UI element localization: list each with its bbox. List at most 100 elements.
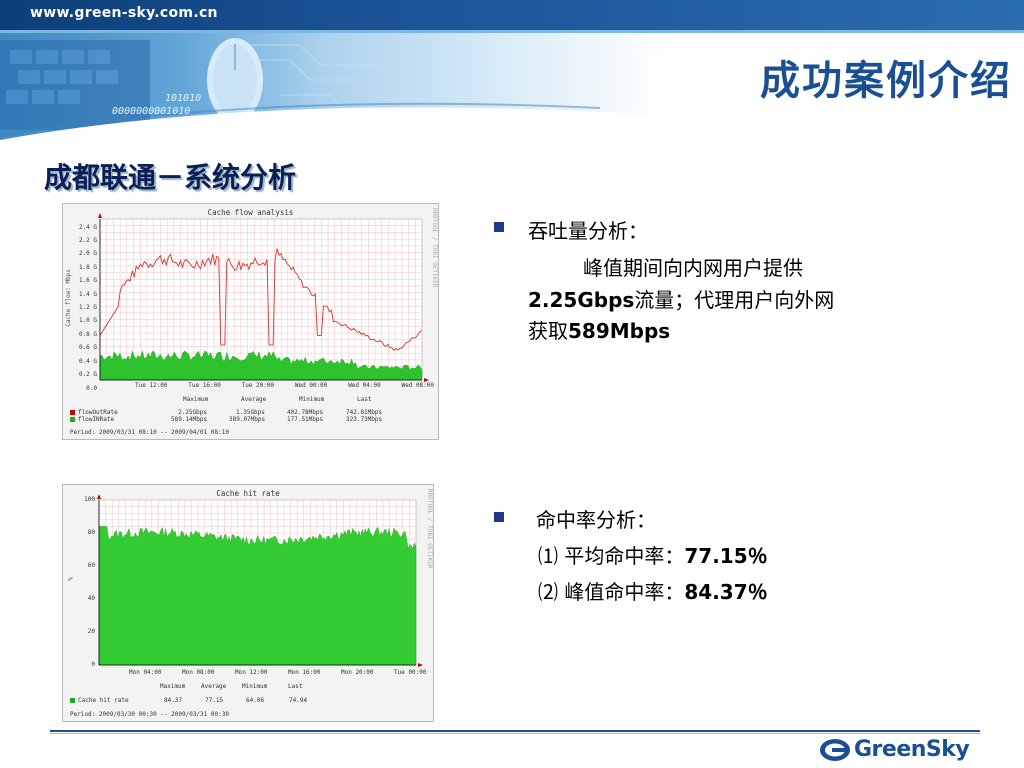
stat-value: 589.14Mbps — [171, 416, 208, 423]
footer-divider — [50, 730, 980, 732]
x-tick-label: Tue 20:00 — [241, 382, 275, 389]
legend-label: flowINRate — [78, 416, 115, 423]
stat-value: 74.94 — [289, 697, 308, 704]
y-tick-label: 1.4 G — [78, 290, 97, 298]
y-tick-label: 1.2 G — [78, 304, 97, 311]
decorative-digits: 101010 — [165, 93, 202, 104]
stats-header-last: Last — [288, 683, 303, 690]
stat-value: 84.37 — [164, 697, 183, 704]
stats-header-minimum: Minimum — [242, 683, 268, 690]
throughput-line-3: 获取589Mbps — [528, 315, 670, 344]
y-axis-label: Cache flow: Mbps — [65, 269, 72, 327]
stat-value: 1.35Gbps — [236, 409, 265, 416]
banner-decoration — [0, 38, 1024, 140]
y-tick-label: 1.6 G — [78, 277, 97, 285]
y-tick-label: 100 — [84, 496, 95, 503]
banner-strip-line — [0, 30, 1024, 33]
stat-value: 177.51Mbps — [287, 416, 324, 423]
greensky-logo-icon — [820, 739, 850, 761]
section-heading: 成都联通－系统分析 — [44, 161, 297, 194]
average-hit-rate-value: 77.15％ — [684, 544, 768, 568]
graph-title: Cache hit rate — [216, 489, 280, 498]
legend-swatch-flowin — [70, 417, 75, 422]
stats-header-average: Average — [241, 396, 267, 403]
average-hit-rate-label: ⑴ 平均命中率： — [538, 544, 685, 568]
average-hit-rate: ⑴ 平均命中率：77.15％ — [538, 540, 768, 569]
greensky-logo: GreenSky — [818, 736, 978, 764]
y-tick-label: 40 — [87, 595, 95, 602]
stats-header-maximum: Maximum — [183, 396, 209, 403]
y-tick-label: 2.2 G — [78, 236, 97, 244]
legend-swatch-flowout — [70, 410, 75, 415]
throughput-line-3-text: 获取 — [528, 319, 568, 343]
x-tick-label: Mon 16:00 — [288, 669, 321, 676]
x-tick-label: Mon 08:00 — [182, 669, 215, 676]
x-tick-label: Wed 00:00 — [294, 382, 328, 389]
stat-value: 389.07Mbps — [229, 416, 266, 423]
bullet-square-icon — [494, 512, 504, 522]
legend-label: Cache hit rate — [78, 697, 129, 704]
y-tick-label: 2.0 G — [78, 250, 97, 258]
peak-hit-rate: ⑵ 峰值命中率：84.37％ — [538, 576, 768, 605]
legend-label: flowOutRate — [78, 409, 118, 416]
y-tick-label: 60 — [87, 562, 95, 569]
x-tick-label: Wed 04:00 — [348, 382, 381, 389]
y-tick-label: 0.0 — [86, 384, 97, 392]
stat-value: 402.78Mbps — [287, 409, 324, 416]
y-tick-label: 2.4 G — [78, 223, 97, 231]
outbound-throughput-value: 589Mbps — [568, 319, 671, 343]
x-tick-label: Mon 20:00 — [341, 669, 374, 676]
rrdtool-credit: RRDTOOL / TOBI OETIKER — [426, 489, 433, 569]
rrdtool-credit: RRDTOOL / TOBI OETIKER — [431, 208, 438, 288]
x-tick-label: Wed 08:00 — [401, 382, 435, 389]
stat-value: 323.73Mbps — [346, 416, 383, 423]
x-tick-label: Mon 12:00 — [235, 669, 268, 676]
stat-value: 742.81Mbps — [346, 409, 383, 416]
x-tick-label: Tue 16:00 — [188, 382, 221, 389]
header-banner: www.green-sky.com.cn 101010 000000000101… — [0, 0, 1024, 140]
peak-throughput-value: 2.25Gbps — [528, 288, 635, 312]
y-tick-label: 1.8 G — [78, 263, 97, 271]
peak-hit-rate-value: 84.37％ — [684, 580, 768, 604]
stats-header-average: Average — [201, 683, 227, 690]
y-tick-label: 0 — [91, 661, 95, 668]
peak-hit-rate-label: ⑵ 峰值命中率： — [538, 580, 685, 604]
y-tick-label: 0.2 G — [78, 371, 97, 379]
x-tick-label: Tue 00:00 — [394, 669, 427, 676]
y-tick-label: 0.6 G — [78, 344, 97, 352]
decorative-digits: 0000000001010 — [112, 106, 191, 117]
stat-value: 64.06 — [246, 697, 265, 704]
banner-top-strip — [0, 0, 1024, 30]
period-text: Period: 2009/03/30 00:30 -- 2009/03/31 0… — [70, 711, 229, 718]
slide-title: 成功案例介绍 — [760, 58, 1012, 104]
cache-flow-plot — [98, 213, 429, 382]
stats-header-minimum: Minimum — [299, 396, 325, 403]
x-tick-label: Mon 04:00 — [129, 669, 162, 676]
throughput-line-1: 峰值期间向内网用户提供 — [583, 256, 803, 280]
y-tick-label: 0.8 G — [78, 330, 97, 338]
legend-swatch-hit-rate — [70, 698, 75, 703]
cache-flow-graph: Cache flow analysis Cache flow: Mbps RRD… — [62, 203, 439, 440]
throughput-line-2: 2.25Gbps流量；代理用户向外网 — [528, 284, 834, 313]
logo-text: GreenSky — [854, 737, 970, 762]
graph-title: Cache flow analysis — [207, 208, 294, 217]
bullet-square-icon — [494, 222, 504, 232]
y-tick-label: 1.0 G — [78, 317, 97, 325]
footer-divider-thin — [50, 733, 980, 734]
hit-rate-heading: 命中率分析： — [536, 508, 656, 532]
cache-hit-rate-graph: Cache hit rate % RRDTOOL / TOBI OETIKER … — [62, 484, 434, 722]
throughput-line-2-text: 流量；代理用户向外网 — [634, 288, 835, 312]
period-text: Period: 2009/03/31 08:10 -- 2009/04/01 0… — [70, 429, 229, 436]
y-axis-label: % — [66, 577, 73, 581]
x-tick-label: Tue 12:00 — [135, 382, 168, 389]
site-url: www.green-sky.com.cn — [30, 5, 218, 21]
stats-header-maximum: Maximum — [160, 683, 186, 690]
stat-value: 77.15 — [205, 697, 224, 704]
stat-value: 2.25Gbps — [178, 409, 207, 416]
y-tick-label: 0.4 G — [78, 357, 97, 365]
y-tick-label: 20 — [87, 628, 95, 635]
cache-hit-rate-plot — [97, 494, 423, 667]
stats-header-last: Last — [357, 396, 372, 403]
throughput-heading: 吞吐量分析： — [528, 219, 648, 243]
y-tick-label: 80 — [87, 529, 95, 536]
